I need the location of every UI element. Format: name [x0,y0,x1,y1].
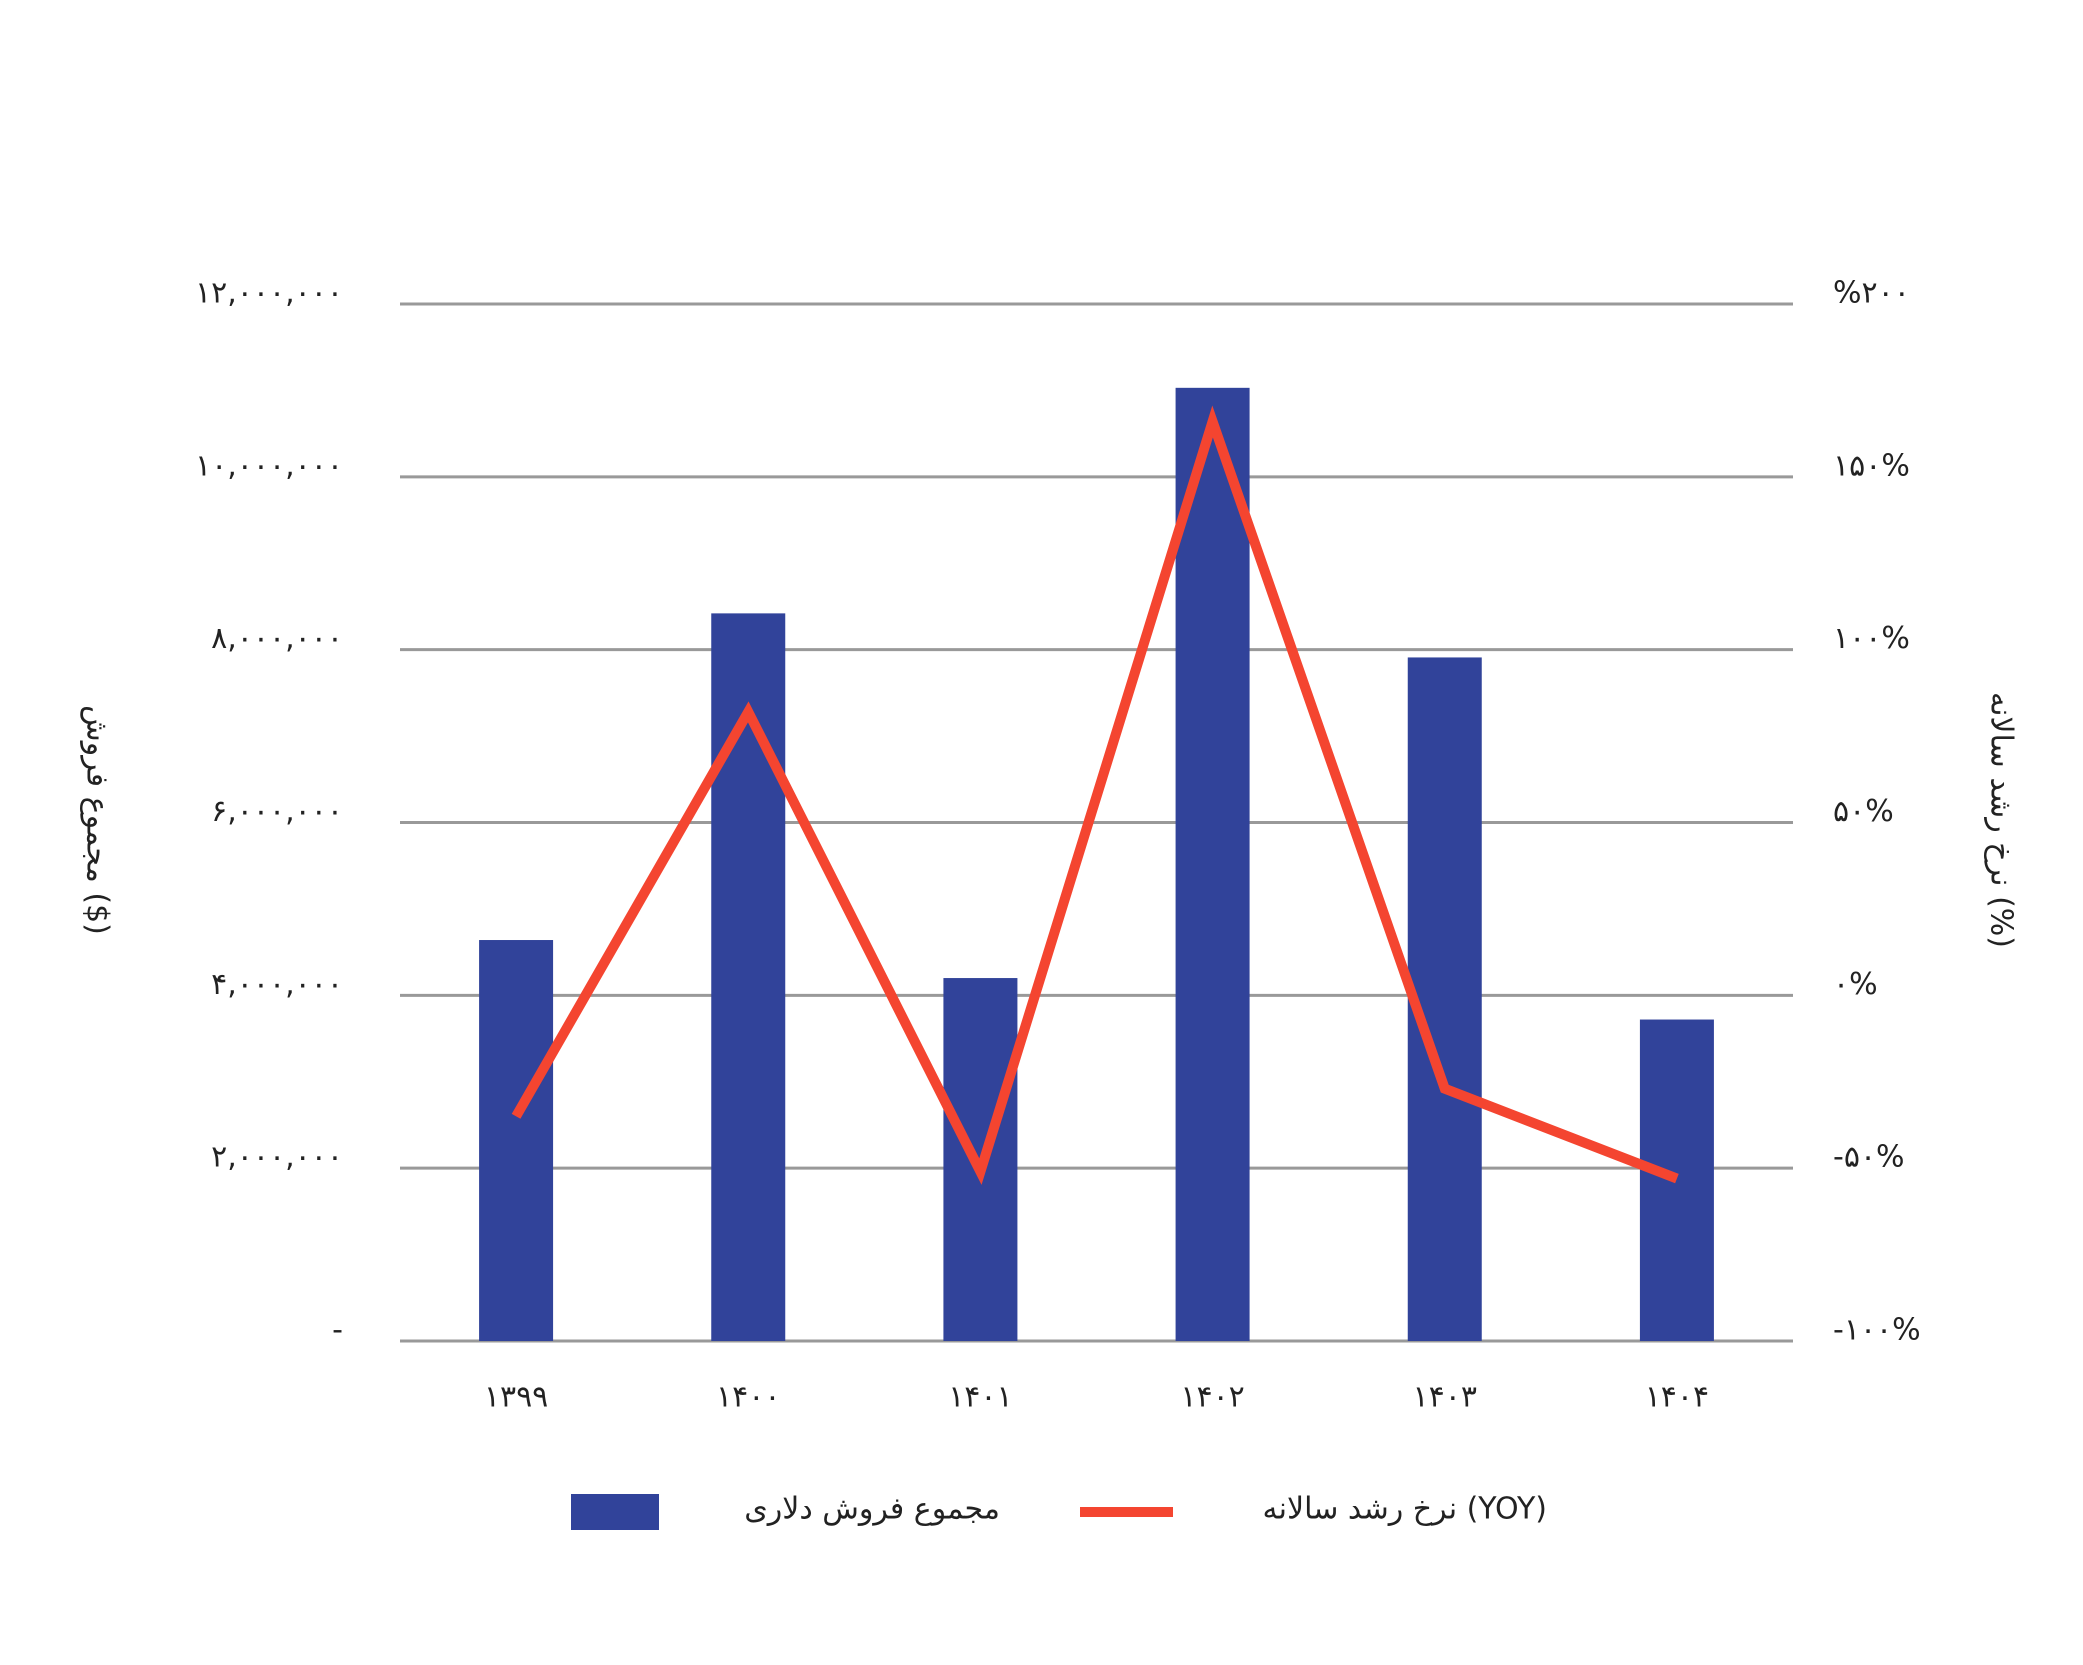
y2-tick-label: ۵۰% [1833,794,1894,829]
line [511,405,1679,1185]
x-tick-label: ۱۴۰۰ [716,1380,780,1415]
y-tick-label: ۱۰,۰۰۰,۰۰۰ [195,448,343,483]
y2-tick-label: %۲۰۰ [1833,276,1910,311]
legend-label: نرخ رشد سالانه (YOY) [1263,1492,1547,1527]
x-tick-label: ۱۳۹۹ [484,1380,548,1415]
y2-tick-label: ۰% [1833,967,1878,1002]
x-tick-label: ۱۴۰۱ [948,1380,1012,1415]
y-tick-label: - [332,1313,343,1348]
x-tick-label: ۱۴۰۲ [1180,1380,1244,1415]
y2-axis-title: نرخ رشد سالانه (%) [1984,692,2019,948]
x-tick-label: ۱۴۰۴ [1645,1380,1709,1415]
legend-label: مجموع فروش دلاری [744,1492,1000,1527]
y-tick-label: ۲,۰۰۰,۰۰۰ [211,1140,343,1175]
y2-tick-label: ۱۰۰% [1833,621,1910,656]
y2-tick-label: -۱۰۰% [1833,1313,1921,1348]
y-tick-label: ۱۲,۰۰۰,۰۰۰ [195,276,343,311]
legend-swatch [571,1494,659,1530]
y-tick-label: ۶,۰۰۰,۰۰۰ [211,794,343,829]
bar [711,613,786,1341]
y2-tick-label: ۱۵۰% [1833,448,1910,483]
y2-tick-label: -۵۰% [1833,1140,1905,1175]
bar [1639,1019,1714,1341]
y-axis-title: مجموع فروش ($) [80,705,115,935]
bar [1175,387,1250,1341]
bar [1407,657,1482,1341]
x-tick-label: ۱۴۰۳ [1413,1380,1477,1415]
y-tick-label: ۴,۰۰۰,۰۰۰ [211,967,343,1002]
y-tick-label: ۸,۰۰۰,۰۰۰ [211,621,343,656]
bar [479,940,554,1341]
